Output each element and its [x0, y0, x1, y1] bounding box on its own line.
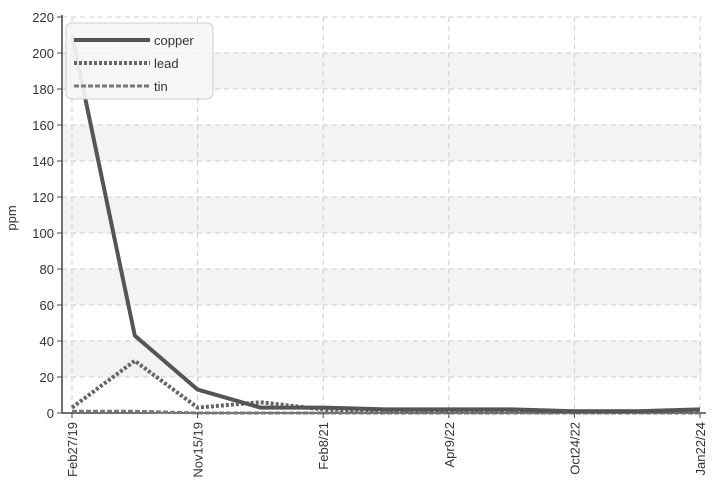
plot-bands [62, 53, 702, 377]
y-tick-label: 200 [32, 46, 54, 61]
y-tick-label: 60 [40, 298, 54, 313]
y-tick-label: 120 [32, 190, 54, 205]
x-tick-labels: Feb27/19 Nov15/19 Feb8/21 Apr9/22 Oct24/22 Ja… [65, 422, 708, 478]
x-tick-label: Oct24/22 [567, 422, 582, 475]
plot-band [62, 197, 702, 233]
legend-label-lead: lead [154, 56, 179, 71]
y-tick-label: 220 [32, 10, 54, 25]
plot-band [62, 125, 702, 161]
plot-band [62, 341, 702, 377]
y-tick-labels: 0 20 40 60 80 100 120 140 160 180 200 220 [32, 10, 54, 421]
y-tick-label: 20 [40, 370, 54, 385]
plot-band [62, 269, 702, 305]
y-tick-label: 140 [32, 154, 54, 169]
y-tick-label: 180 [32, 82, 54, 97]
x-tick-label: Feb27/19 [65, 422, 80, 477]
x-tick-label: Jan22/24 [693, 422, 708, 476]
series-lines [70, 34, 701, 415]
x-tick-label: Feb8/21 [316, 422, 331, 470]
series-line-copper [70, 34, 701, 414]
y-tick-label: 40 [40, 334, 54, 349]
legend: copper lead tin [65, 22, 214, 100]
y-tick-label: 0 [47, 406, 54, 421]
legend-label-tin: tin [154, 79, 168, 94]
y-axis-title: ppm [4, 205, 19, 230]
y-tick-label: 80 [40, 262, 54, 277]
legend-label-copper: copper [154, 33, 194, 48]
x-tick-label: Nov15/19 [191, 422, 206, 478]
x-tick-label: Apr9/22 [442, 422, 457, 468]
y-tick-label: 100 [32, 226, 54, 241]
y-tick-label: 160 [32, 118, 54, 133]
